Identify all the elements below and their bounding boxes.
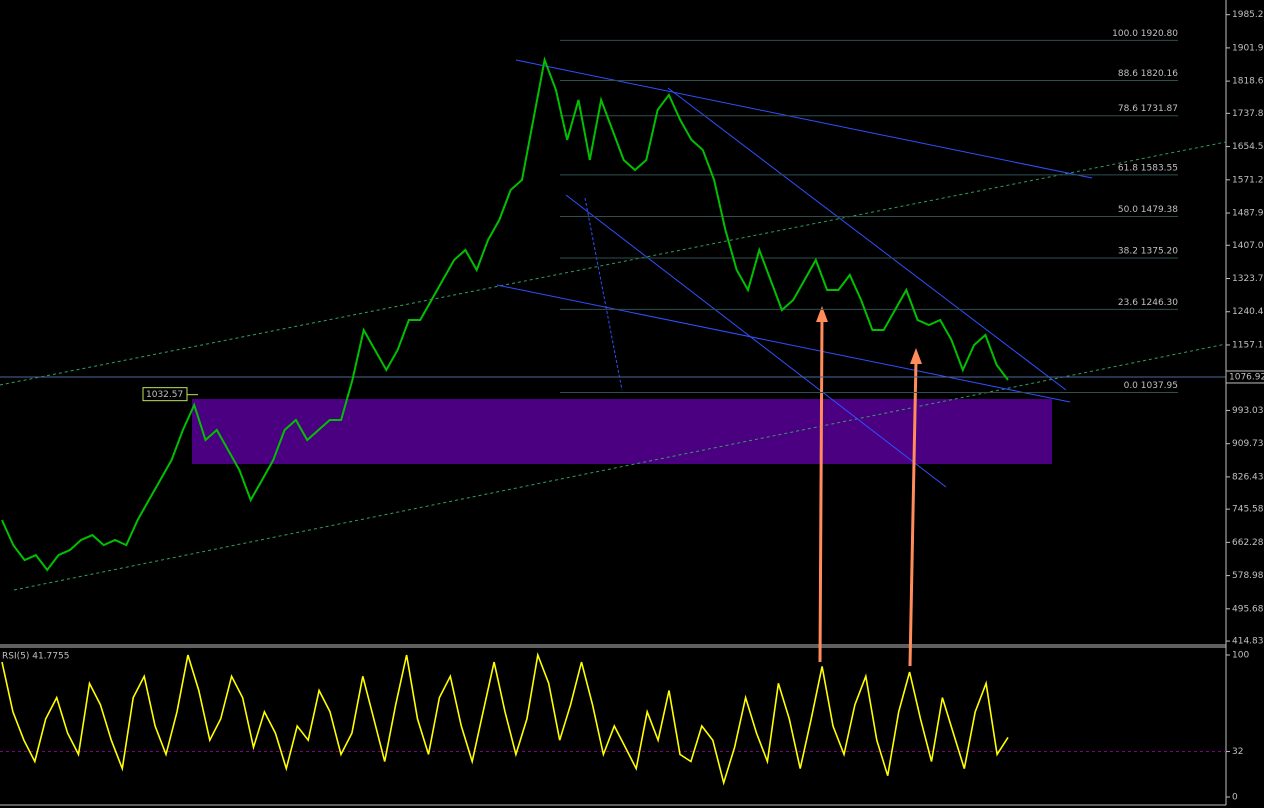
y-tick-label: 100 — [1232, 651, 1249, 661]
y-tick-label: 1654.53 — [1232, 142, 1264, 152]
y-tick-label: 1407.08 — [1232, 241, 1264, 251]
y-tick-label: 1818.63 — [1232, 77, 1264, 87]
y-tick-label: 414.83 — [1232, 637, 1264, 647]
fib-label: 100.0 1920.80 — [1112, 29, 1178, 39]
y-tick-label: 909.73 — [1232, 439, 1264, 449]
trend-line — [13, 343, 1227, 591]
y-tick-label: 1323.78 — [1232, 274, 1264, 284]
series-line — [1, 56, 1009, 572]
fib-label: 0.0 1037.95 — [1124, 381, 1178, 391]
y-tick-label: 1737.83 — [1232, 109, 1264, 119]
trend-line — [515, 59, 1093, 179]
y-tick-label: 495.68 — [1232, 604, 1264, 614]
y-tick-label: 662.28 — [1232, 538, 1264, 548]
trend-line — [496, 284, 1071, 403]
y-tick-label: 1487.93 — [1232, 209, 1264, 219]
y-tick-label: 1571.23 — [1232, 175, 1264, 185]
y-tick-label: 578.98 — [1232, 571, 1264, 581]
y-tick-label: 1901.93 — [1232, 43, 1264, 53]
fib-label: 50.0 1479.38 — [1118, 205, 1178, 215]
trend-line — [667, 87, 1067, 391]
y-tick-label: 1157.18 — [1232, 340, 1264, 350]
fib-label: 38.2 1375.20 — [1118, 246, 1178, 256]
y-tick-label: 993.03 — [1232, 406, 1264, 416]
divergence-arrow — [908, 359, 918, 667]
y-tick-label: 1240.48 — [1232, 307, 1264, 317]
fib-label: 61.8 1583.55 — [1118, 163, 1178, 173]
price-marker-label: 1032.57 — [146, 390, 183, 400]
y-tick-label: 1985.23 — [1232, 10, 1264, 20]
last-price-label: 1076.92 — [1229, 372, 1264, 382]
trend-line — [0, 141, 1227, 386]
series-line — [1, 651, 1009, 786]
fib-label: 88.6 1820.16 — [1118, 69, 1178, 79]
y-tick-label: 0 — [1232, 793, 1238, 803]
last-price-box — [1225, 370, 1264, 384]
fib-label: 23.6 1246.30 — [1118, 298, 1178, 308]
arrow-head — [816, 306, 828, 322]
fib-label: 78.6 1731.87 — [1118, 104, 1178, 114]
fib-trend-line — [584, 197, 623, 391]
y-tick-label: 32 — [1232, 747, 1243, 757]
arrow-head — [910, 348, 922, 364]
y-tick-label: 745.58 — [1232, 505, 1264, 515]
rsi-title: RSI(5) 41.7755 — [2, 652, 69, 662]
divergence-arrow — [818, 317, 824, 663]
y-tick-label: 826.43 — [1232, 472, 1264, 482]
trend-line — [565, 194, 947, 488]
price-marker-box — [142, 387, 188, 402]
demand-zone — [192, 399, 1052, 464]
